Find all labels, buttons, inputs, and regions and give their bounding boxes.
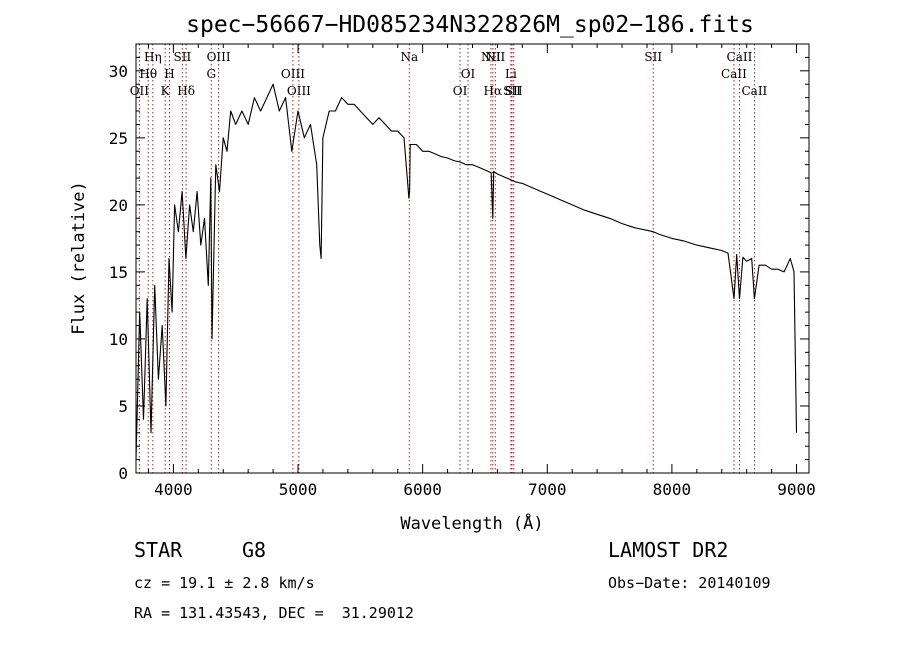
line-marker-label: CaII — [727, 50, 753, 64]
x-tick-label: 8000 — [653, 480, 692, 499]
y-tick-label: 25 — [109, 129, 128, 148]
line-marker-label: Hη — [144, 50, 162, 64]
line-marker-label: Hα — [484, 84, 503, 98]
plot-frame — [135, 43, 810, 474]
observation-date: Obs−Date: 20140109 — [608, 574, 771, 592]
line-marker-label: SII — [174, 50, 192, 64]
chart-title: spec−56667−HD085234N322826M_sp02−186.fit… — [186, 12, 754, 38]
line-marker-label: Li — [505, 67, 517, 81]
line-marker-label: K — [161, 84, 171, 98]
y-tick-label: 15 — [109, 263, 128, 282]
line-marker-label: NII — [485, 50, 505, 64]
redshift-value: cz = 19.1 ± 2.8 km/s — [134, 574, 315, 592]
y-axis-ticks: 0 5 10 15 20 25 30 — [109, 43, 809, 483]
y-tick-label: 5 — [118, 397, 128, 416]
line-marker-label: CaII — [741, 84, 767, 98]
y-tick-label: 10 — [109, 330, 128, 349]
line-marker-label: CaII — [721, 67, 747, 81]
line-marker-label: SII — [503, 84, 521, 98]
spectrum-line — [135, 83, 798, 460]
line-marker-label: Hδ — [177, 84, 195, 98]
line-marker-label: SII — [505, 84, 523, 98]
x-axis-label: Wavelength (Å) — [400, 512, 543, 534]
line-marker-label: OIII — [207, 50, 231, 64]
object-subclass: G8 — [242, 538, 267, 562]
x-axis-ticks: 4000 5000 6000 7000 8000 9000 — [147, 44, 816, 499]
survey-name: LAMOST DR2 — [608, 538, 729, 562]
spectral-line-labels: OIIHθHηKHSIIHδGOIIIOIIIOIIINaOIOINIIHαNI… — [130, 50, 768, 98]
x-tick-label: 5000 — [279, 480, 318, 499]
line-marker-label: NII — [481, 50, 501, 64]
line-marker-label: Hθ — [139, 67, 157, 81]
y-tick-label: 30 — [109, 62, 128, 81]
line-marker-label: SII — [644, 50, 662, 64]
y-tick-label: 20 — [109, 196, 128, 215]
x-tick-label: 6000 — [403, 480, 442, 499]
object-class: STAR — [134, 538, 183, 562]
line-marker-label: OI — [453, 84, 468, 98]
line-marker-label: H — [164, 67, 174, 81]
line-marker-label: OIII — [281, 67, 305, 81]
line-marker-label: G — [206, 67, 216, 81]
line-marker-label: OI — [461, 67, 476, 81]
y-tick-label: 0 — [118, 464, 128, 483]
line-marker-label: OII — [130, 84, 150, 98]
x-tick-label: 7000 — [528, 480, 567, 499]
y-axis-label: Flux (relative) — [69, 181, 89, 335]
x-tick-label: 4000 — [154, 480, 193, 499]
spectral-line-markers — [138, 44, 755, 473]
coordinates: RA = 131.43543, DEC = 31.29012 — [134, 604, 414, 622]
line-marker-label: Na — [400, 50, 418, 64]
line-marker-label: OIII — [287, 84, 311, 98]
x-tick-label: 9000 — [777, 480, 816, 499]
